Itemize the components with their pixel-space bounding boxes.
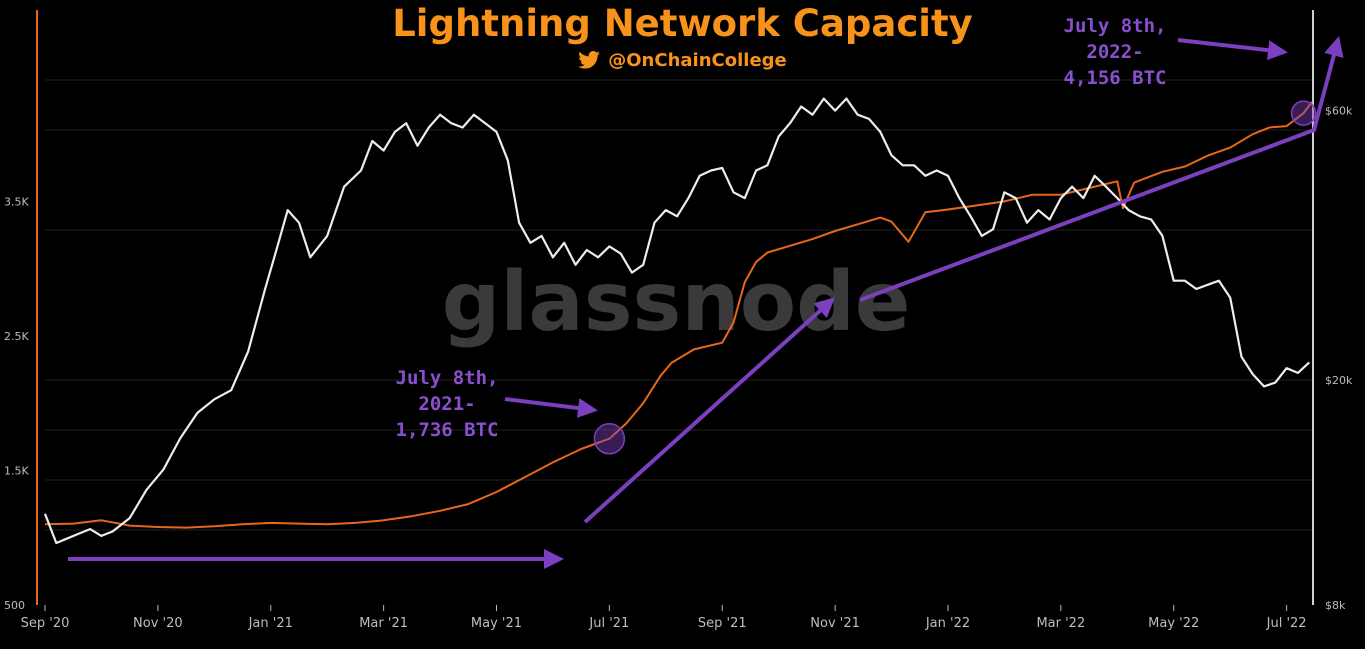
x-tick-label: Jul '21 xyxy=(588,616,629,631)
annotation-2021-line-3: 1,736 BTC xyxy=(395,419,499,441)
annotation-2022-arrow xyxy=(1177,38,1288,61)
annotation-2022-line-3: 4,156 BTC xyxy=(1063,67,1167,89)
x-tick-label: Nov '21 xyxy=(810,616,860,631)
y-right-tick-label: $60k xyxy=(1325,105,1353,118)
x-tick-label: Jan '21 xyxy=(248,616,293,631)
twitter-handle: @OnChainCollege xyxy=(608,50,787,71)
y-left-tick-label: 2.5K xyxy=(4,330,29,343)
x-tick-label: Jul '22 xyxy=(1266,616,1307,631)
x-tick-label: Mar '21 xyxy=(359,616,408,631)
continuing-trend-arrow xyxy=(859,36,1344,302)
annotation-2021: July 8th, 2021- 1,736 BTC xyxy=(372,365,522,443)
twitter-handle-row: @OnChainCollege xyxy=(0,48,1365,74)
y-left-tick-label: 1.5K xyxy=(4,464,29,477)
y-right-tick-label: $8k xyxy=(1325,599,1346,612)
series-capacity-line xyxy=(44,101,1313,529)
chart-title: Lightning Network Capacity xyxy=(392,2,973,45)
annotation-2022-line-1: July 8th, xyxy=(1063,15,1167,37)
annotation-2021-line-1: July 8th, xyxy=(395,367,499,389)
x-tick-label: May '21 xyxy=(471,616,522,631)
annotation-2021-line-2: 2021- xyxy=(418,393,476,415)
watermark: glassnode xyxy=(442,255,911,350)
highlight-circle-2022 xyxy=(1290,100,1317,126)
gridlines xyxy=(45,79,1312,531)
y-right-tick-label: $20k xyxy=(1325,374,1353,387)
x-tick-label: Sep '21 xyxy=(698,616,747,631)
rising-trend-arrow xyxy=(583,297,835,524)
y-left-tick-label: 3.5K xyxy=(4,195,29,208)
highlight-circle-2021 xyxy=(593,422,626,455)
y-left-tick-label: 500 xyxy=(4,599,25,612)
annotation-2022: July 8th, 2022- 4,156 BTC xyxy=(1040,13,1190,91)
x-tick-label: Nov '20 xyxy=(133,616,183,631)
x-tick-label: Mar '22 xyxy=(1036,616,1085,631)
x-tick-label: Jan '22 xyxy=(925,616,970,631)
series-price-line xyxy=(43,97,1310,545)
x-tick-label: May '22 xyxy=(1148,616,1199,631)
annotation-2022-line-2: 2022- xyxy=(1086,41,1144,63)
twitter-bird-icon xyxy=(578,51,601,69)
annotation-2021-arrow xyxy=(504,397,598,418)
x-tick-label: Sep '20 xyxy=(21,616,70,631)
